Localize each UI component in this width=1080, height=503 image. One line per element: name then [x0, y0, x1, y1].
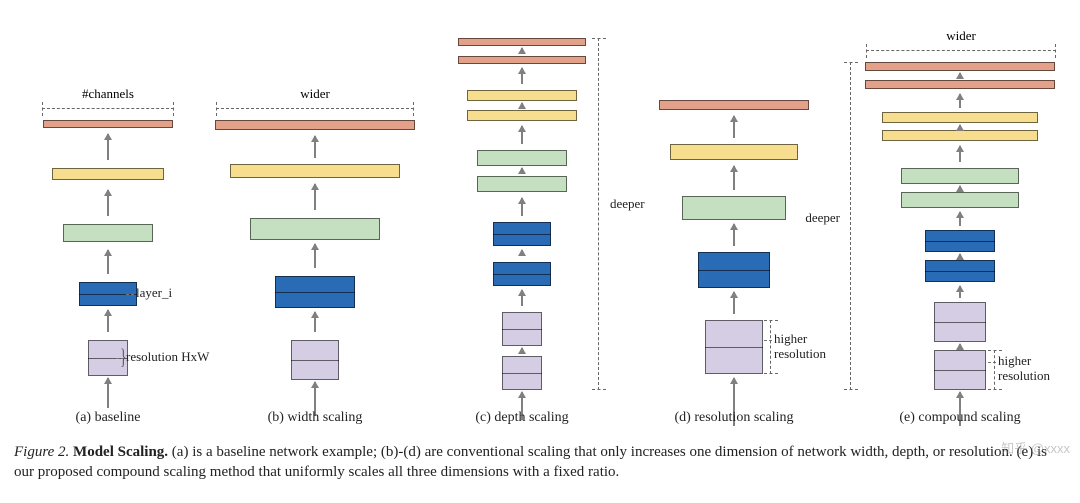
panel-sublabel: (d) resolution scaling — [634, 410, 834, 426]
flow-arrow — [959, 73, 961, 78]
flow-arrow — [521, 250, 523, 256]
figure-label: Figure 2. — [14, 444, 69, 460]
flow-arrow — [959, 344, 961, 349]
figure-caption: Figure 2. Model Scaling. (a) is a baseli… — [0, 442, 1080, 483]
flow-arrow — [107, 250, 109, 274]
layer-conv — [925, 230, 995, 252]
layer-input — [291, 340, 339, 380]
panel-a: #channelslayer_iresolution HxW}(a) basel… — [18, 0, 198, 430]
flow-arrow — [959, 254, 961, 259]
layer-top — [458, 38, 586, 46]
layer-stage3 — [477, 176, 567, 192]
layer-top — [43, 120, 173, 128]
flow-arrow — [733, 116, 735, 138]
layer-stage4 — [467, 110, 577, 121]
flow-arrow — [314, 136, 316, 158]
flow-arrow — [521, 126, 523, 144]
flow-arrow — [733, 292, 735, 314]
depth-brace: deeper — [844, 62, 858, 390]
layer-top — [865, 80, 1055, 89]
layer-stage4 — [670, 144, 798, 160]
flow-arrow — [521, 103, 523, 108]
layer-stage3 — [63, 224, 153, 242]
watermark: 知乎 @xxxx — [1001, 438, 1070, 457]
flow-arrow — [314, 312, 316, 332]
flow-arrow — [107, 190, 109, 216]
layer-top — [865, 62, 1055, 71]
flow-arrow — [521, 290, 523, 306]
resolution-brace — [988, 350, 1002, 390]
panel-c: deeper (c) depth scaling — [432, 0, 612, 430]
layer-input — [502, 312, 542, 346]
layer-stage4 — [52, 168, 164, 180]
layer-conv — [698, 252, 770, 288]
flow-arrow — [733, 166, 735, 190]
flow-arrow — [959, 212, 961, 226]
layer-top — [215, 120, 415, 130]
layer-input — [705, 320, 763, 374]
panel-b: wider (b) width scaling — [210, 0, 420, 430]
layer-stage4 — [467, 90, 577, 101]
resolution-brace — [764, 320, 778, 374]
flow-arrow — [314, 184, 316, 210]
caption-text: (a) is a baseline network example; (b)-(… — [14, 444, 1047, 480]
layer-stage4 — [882, 130, 1038, 141]
layer-input — [502, 356, 542, 390]
width-measure: wider — [866, 44, 1056, 58]
layer-stage4 — [882, 112, 1038, 123]
layer-conv — [925, 260, 995, 282]
layer-conv — [493, 262, 551, 286]
flow-arrow — [521, 348, 523, 354]
layer-stage4 — [230, 164, 400, 178]
panel-sublabel: (b) width scaling — [210, 410, 420, 426]
width-measure: wider — [216, 102, 414, 116]
flow-arrow — [107, 310, 109, 332]
layer-stage3 — [901, 168, 1019, 184]
layer-input — [934, 302, 986, 342]
annotation: resolution HxW — [126, 350, 209, 365]
panel-sublabel: (a) baseline — [18, 410, 198, 426]
resolution-brace: } — [120, 344, 126, 370]
flow-arrow — [521, 68, 523, 84]
layer-stage3 — [901, 192, 1019, 208]
figure-title: Model Scaling. — [73, 444, 168, 460]
model-scaling-figure: #channels layer_i resolution HxW} (a) basel… — [0, 0, 1080, 430]
flow-arrow — [959, 146, 961, 162]
flow-arrow — [959, 94, 961, 108]
width-measure: #channels — [42, 102, 174, 116]
panel-d: higher resolution (d) resolution scaling — [634, 0, 834, 430]
panel-sublabel: (e) compound scaling — [850, 410, 1070, 426]
panel-e: widerdeeperhigher resolution(e) compound… — [850, 0, 1070, 430]
flow-arrow — [959, 286, 961, 298]
layer-top — [659, 100, 809, 110]
flow-arrow — [521, 198, 523, 216]
annotation: higher resolution — [998, 354, 1050, 384]
flow-arrow — [314, 244, 316, 268]
flow-arrow — [959, 186, 961, 191]
annotation: higher resolution — [774, 332, 826, 362]
panel-sublabel: (c) depth scaling — [432, 410, 612, 426]
layer-conv — [493, 222, 551, 246]
layer-input — [934, 350, 986, 390]
layer-stage3 — [477, 150, 567, 166]
flow-arrow — [959, 125, 961, 130]
flow-arrow — [733, 224, 735, 246]
layer-stage3 — [682, 196, 786, 220]
annotation: layer_i — [136, 286, 172, 301]
layer-conv — [275, 276, 355, 308]
depth-brace: deeper — [592, 38, 606, 390]
layer-top — [458, 56, 586, 64]
flow-arrow — [521, 48, 523, 53]
flow-arrow — [521, 168, 523, 174]
flow-arrow — [107, 134, 109, 160]
flow-arrow — [107, 378, 109, 408]
layer-stage3 — [250, 218, 380, 240]
